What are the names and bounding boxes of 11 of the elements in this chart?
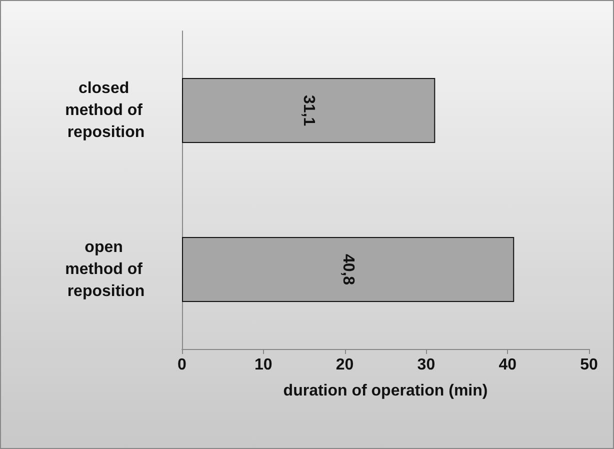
x-axis-title: duration of operation (min) xyxy=(283,382,488,400)
data-label: 40,8 xyxy=(340,254,357,286)
x-tick-label: 0 xyxy=(178,356,187,374)
x-tick-label: 30 xyxy=(417,356,436,374)
y-tick-label: closed method of reposition xyxy=(65,80,147,141)
x-tick-label: 50 xyxy=(580,356,598,374)
y-tick-label: open method of reposition xyxy=(65,239,147,300)
x-tick-label: 40 xyxy=(498,356,517,374)
x-tick-label: 10 xyxy=(254,356,272,374)
x-tick-label: 20 xyxy=(336,356,354,374)
data-label: 31,1 xyxy=(300,94,318,126)
